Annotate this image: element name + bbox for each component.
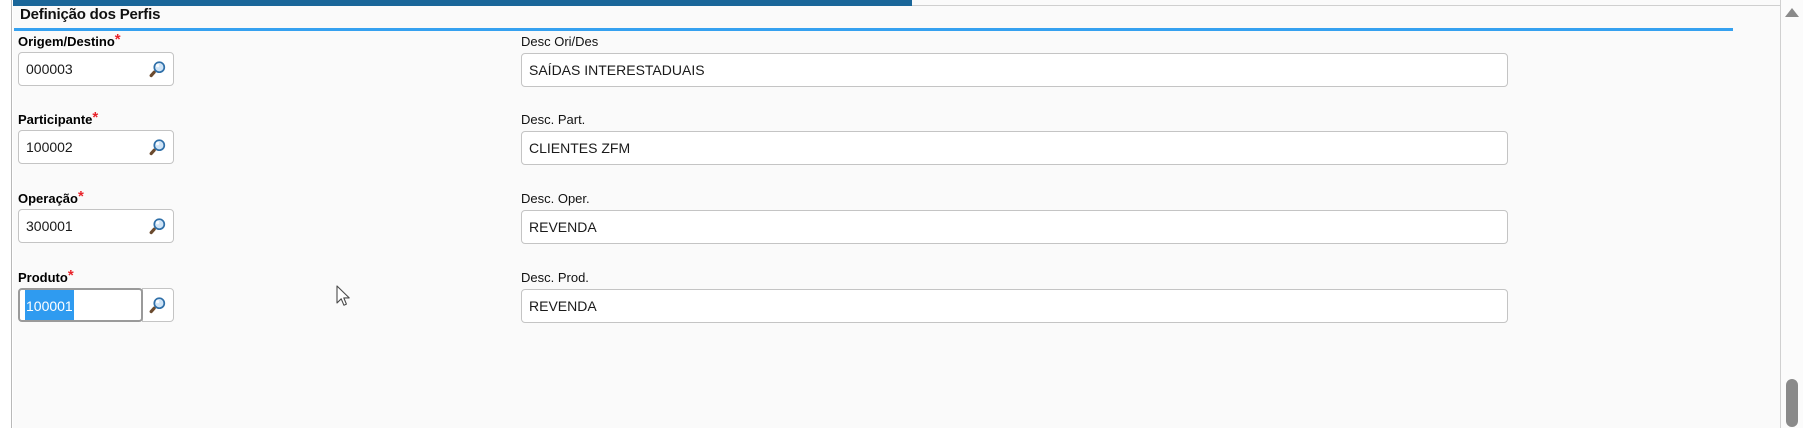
- field-participante: Participante* 100002: [18, 109, 348, 164]
- field-origem-destino: Origem/Destino* 000003: [18, 31, 348, 86]
- magnifier-icon[interactable]: [142, 288, 174, 322]
- input-operacao[interactable]: 300001: [26, 218, 73, 234]
- lookup-participante[interactable]: 100002: [18, 130, 174, 164]
- label-desc-part: Desc. Part.: [521, 112, 586, 127]
- required-asterisk-icon: *: [77, 188, 84, 205]
- input-desc-ori-des[interactable]: SAÍDAS INTERESTADUAIS: [521, 53, 1508, 87]
- label-desc-prod: Desc. Prod.: [521, 270, 589, 285]
- field-produto: Produto* 100001: [18, 267, 348, 322]
- input-desc-prod[interactable]: REVENDA: [521, 289, 1508, 323]
- label-produto-text: Produto: [18, 270, 68, 285]
- input-produto-selected-text: 100001: [25, 290, 74, 320]
- perfis-panel: Definição dos Perfis Origem/Destino* 000…: [13, 0, 1780, 428]
- field-desc-ori-des: Desc Ori/Des SAÍDAS INTERESTADUAIS: [521, 34, 1521, 87]
- magnifier-icon[interactable]: [143, 131, 173, 163]
- label-desc-oper: Desc. Oper.: [521, 191, 590, 206]
- field-desc-oper: Desc. Oper. REVENDA: [521, 191, 1521, 244]
- input-desc-oper[interactable]: REVENDA: [521, 210, 1508, 244]
- label-participante: Participante*: [18, 109, 348, 127]
- input-origem-destino[interactable]: 000003: [26, 61, 73, 77]
- required-asterisk-icon: *: [92, 109, 99, 126]
- title-divider: [14, 28, 1733, 31]
- label-origem-destino: Origem/Destino*: [18, 31, 348, 49]
- magnifier-icon[interactable]: [143, 53, 173, 85]
- form-row-operacao: Operação* 300001 Desc. Oper.: [13, 188, 1780, 269]
- label-operacao-text: Operação: [18, 191, 78, 206]
- lookup-produto[interactable]: 100001: [18, 288, 174, 322]
- panel-accent-bar: [13, 0, 912, 6]
- field-desc-part: Desc. Part. CLIENTES ZFM: [521, 112, 1521, 165]
- page-title: Definição dos Perfis: [20, 6, 161, 23]
- lookup-origem-destino[interactable]: 000003: [18, 52, 174, 86]
- vertical-scrollbar[interactable]: [1780, 0, 1803, 428]
- panel-accent-bar-filler: [912, 0, 1780, 6]
- input-desc-part[interactable]: CLIENTES ZFM: [521, 131, 1508, 165]
- magnifier-icon[interactable]: [143, 210, 173, 242]
- label-operacao: Operação*: [18, 188, 348, 206]
- field-operacao: Operação* 300001: [18, 188, 348, 243]
- label-desc-ori-des: Desc Ori/Des: [521, 34, 599, 49]
- input-participante[interactable]: 100002: [26, 139, 73, 155]
- form-row-origem-destino: Origem/Destino* 000003 Desc Ori: [13, 31, 1780, 112]
- lookup-operacao[interactable]: 300001: [18, 209, 174, 243]
- required-asterisk-icon: *: [114, 31, 121, 48]
- field-desc-prod: Desc. Prod. REVENDA: [521, 270, 1521, 323]
- required-asterisk-icon: *: [67, 267, 74, 284]
- left-frame-gutter: [0, 0, 12, 428]
- scrollbar-thumb[interactable]: [1786, 379, 1798, 427]
- label-participante-text: Participante: [18, 112, 93, 127]
- form-row-produto: Produto* 100001 Desc. Prod.: [13, 267, 1780, 348]
- form-row-participante: Participante* 100002 Desc. Part: [13, 109, 1780, 190]
- input-produto[interactable]: 100001: [18, 288, 143, 322]
- label-origem-destino-text: Origem/Destino: [18, 34, 115, 49]
- label-produto: Produto*: [18, 267, 348, 285]
- scroll-up-arrow-icon[interactable]: [1784, 6, 1800, 18]
